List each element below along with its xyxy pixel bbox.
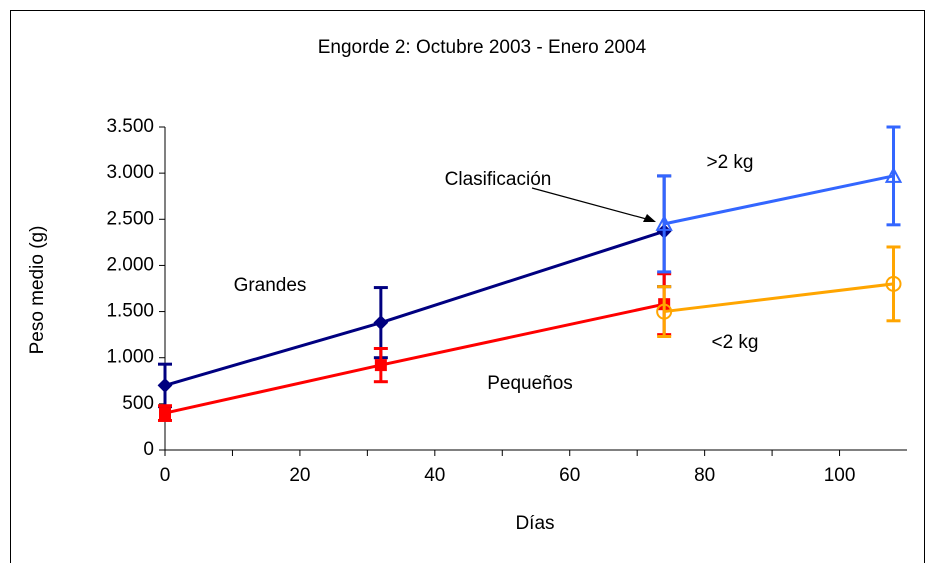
series-label: Pequeños bbox=[487, 373, 573, 394]
y-tick-label: 0 bbox=[143, 439, 154, 460]
annotation-arrow bbox=[531, 187, 651, 221]
series-label: Grandes bbox=[234, 275, 307, 296]
x-tick-label: 20 bbox=[289, 465, 310, 486]
series-line bbox=[164, 229, 665, 387]
series-label: >2 kg bbox=[706, 152, 753, 173]
y-tick-label: 3.000 bbox=[106, 162, 154, 183]
y-tick-label: 2.000 bbox=[106, 254, 154, 275]
y-tick-label: 3.500 bbox=[106, 116, 154, 137]
series-line bbox=[663, 174, 894, 226]
marker bbox=[884, 166, 903, 183]
series-line bbox=[164, 302, 665, 415]
y-tick-label: 1.500 bbox=[106, 301, 154, 322]
arrow-head bbox=[643, 214, 656, 222]
x-tick-label: 100 bbox=[824, 465, 856, 486]
x-tick-label: 60 bbox=[559, 465, 580, 486]
y-axis-label: Peso medio (g) bbox=[27, 226, 48, 355]
marker bbox=[655, 214, 673, 231]
marker bbox=[159, 407, 171, 420]
chart-frame bbox=[10, 10, 925, 563]
series-line bbox=[663, 282, 894, 314]
chart-title: Engorde 2: Octubre 2003 - Enero 2004 bbox=[318, 37, 647, 58]
marker bbox=[374, 359, 387, 372]
x-axis-label: Días bbox=[515, 513, 554, 534]
marker bbox=[656, 303, 673, 320]
y-tick-label: 1.000 bbox=[106, 347, 154, 368]
marker bbox=[373, 315, 389, 331]
marker bbox=[157, 377, 173, 393]
marker bbox=[885, 275, 902, 292]
x-tick-label: 40 bbox=[424, 465, 445, 486]
annotation: Clasificación bbox=[445, 169, 552, 190]
y-tick-label: 2.500 bbox=[106, 208, 154, 229]
series-label: <2 kg bbox=[711, 332, 758, 353]
y-tick-label: 500 bbox=[122, 393, 154, 414]
x-tick-label: 0 bbox=[160, 465, 171, 486]
x-tick-label: 80 bbox=[694, 465, 715, 486]
